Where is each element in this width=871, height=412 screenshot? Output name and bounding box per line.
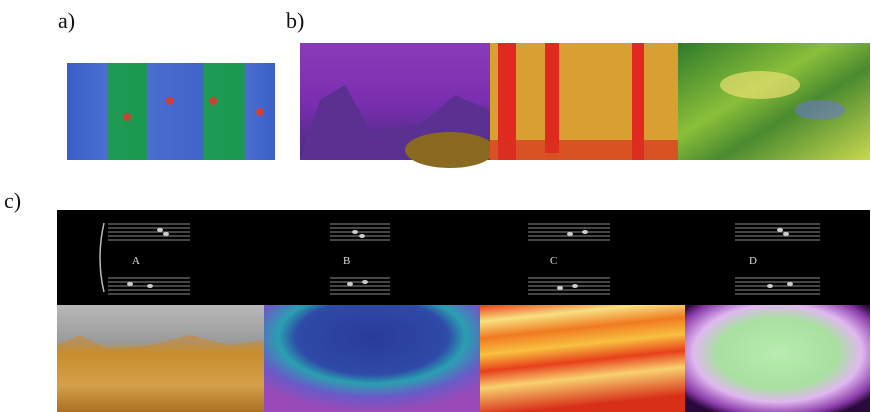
score-label: B: [343, 255, 350, 267]
panel-c-images: [57, 305, 870, 412]
score-label: A: [132, 255, 140, 267]
score-label: D: [749, 255, 757, 267]
panel-label: c): [4, 188, 21, 213]
figure: a) b) c): [0, 0, 871, 412]
score-label: C: [550, 255, 557, 267]
panel-label: a): [58, 8, 75, 33]
page: a) b) c): [0, 0, 871, 412]
panel-label: b): [286, 8, 304, 33]
panel-c-scores: A B C D: [57, 210, 870, 305]
panel-b-images: [300, 43, 870, 168]
panel-a-image: [67, 63, 275, 160]
